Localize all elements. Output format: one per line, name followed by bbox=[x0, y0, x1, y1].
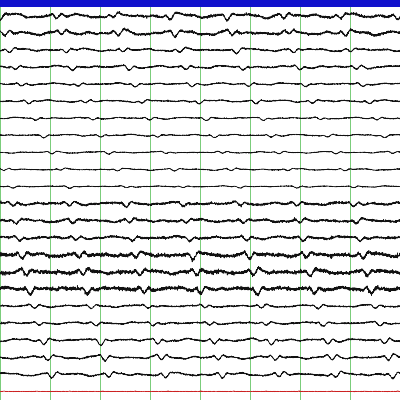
Bar bbox=[0, 0, 400, 7]
